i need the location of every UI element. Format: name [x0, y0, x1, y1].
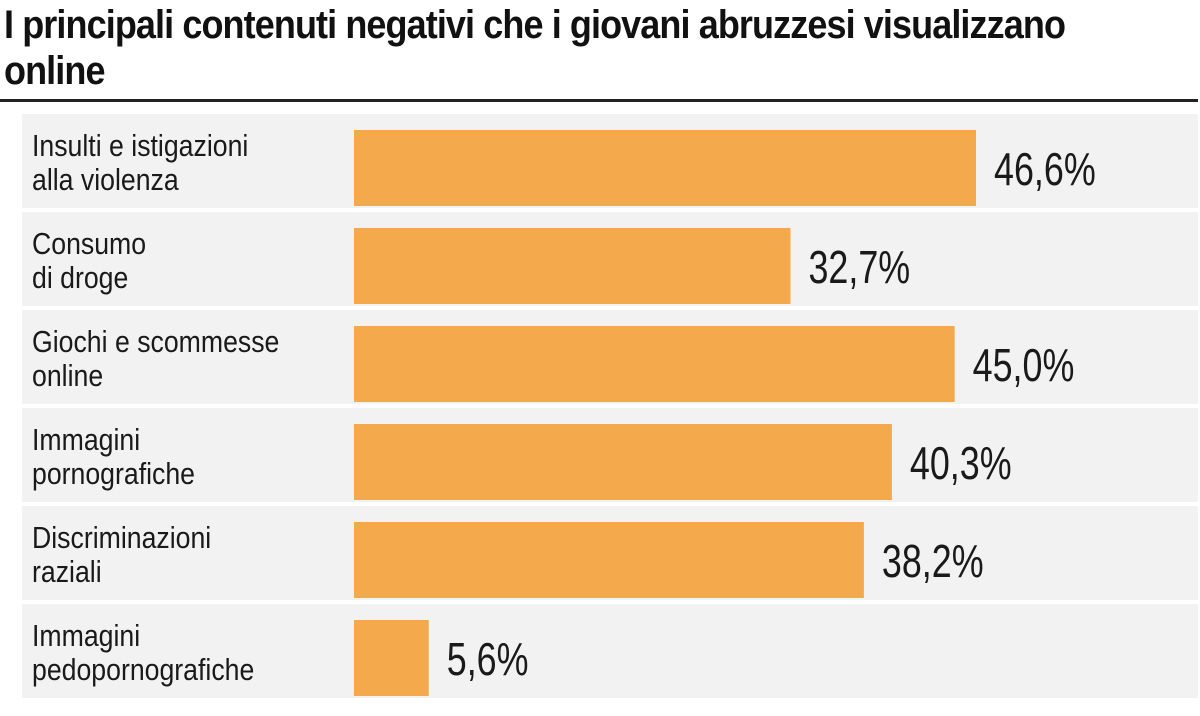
value-label: 46,6% — [994, 144, 1096, 195]
bar — [354, 522, 864, 598]
category-label-line: online — [32, 359, 103, 393]
category-label: Discriminazioni raziali — [32, 521, 211, 589]
category-label: Insulti e istigazioni alla violenza — [32, 129, 248, 197]
bar — [354, 326, 955, 402]
category-label-line: Immagini — [32, 619, 140, 653]
category-label: Consumo di droge — [32, 227, 146, 295]
category-label: Immagini pedopornografiche — [32, 619, 254, 687]
title-divider — [0, 99, 1198, 102]
category-label-line: pornografiche — [32, 457, 195, 491]
category-label-line: di droge — [32, 261, 128, 295]
category-label-line: Consumo — [32, 227, 146, 261]
value-label: 5,6% — [447, 634, 529, 685]
category-label-line: Giochi e scommesse — [32, 325, 279, 359]
category-label-line: Insulti e istigazioni — [32, 129, 248, 163]
value-label: 38,2% — [882, 536, 984, 587]
value-label: 40,3% — [910, 438, 1012, 489]
category-label-line: Discriminazioni — [32, 521, 211, 555]
bar — [354, 620, 429, 696]
value-label: 45,0% — [973, 340, 1075, 391]
category-label-line: raziali — [32, 555, 102, 589]
bar — [354, 228, 791, 304]
row-background — [22, 604, 1198, 698]
value-label: 32,7% — [808, 242, 910, 293]
category-label: Immagini pornografiche — [32, 423, 195, 491]
category-label-line: pedopornografiche — [32, 653, 254, 687]
bar — [354, 130, 976, 206]
category-label: Giochi e scommesse online — [32, 325, 279, 393]
category-label-line: Immagini — [32, 423, 140, 457]
category-label-line: alla violenza — [32, 163, 180, 197]
chart-title: I principali contenuti negativi che i gi… — [4, 3, 1066, 93]
bar — [354, 424, 892, 500]
